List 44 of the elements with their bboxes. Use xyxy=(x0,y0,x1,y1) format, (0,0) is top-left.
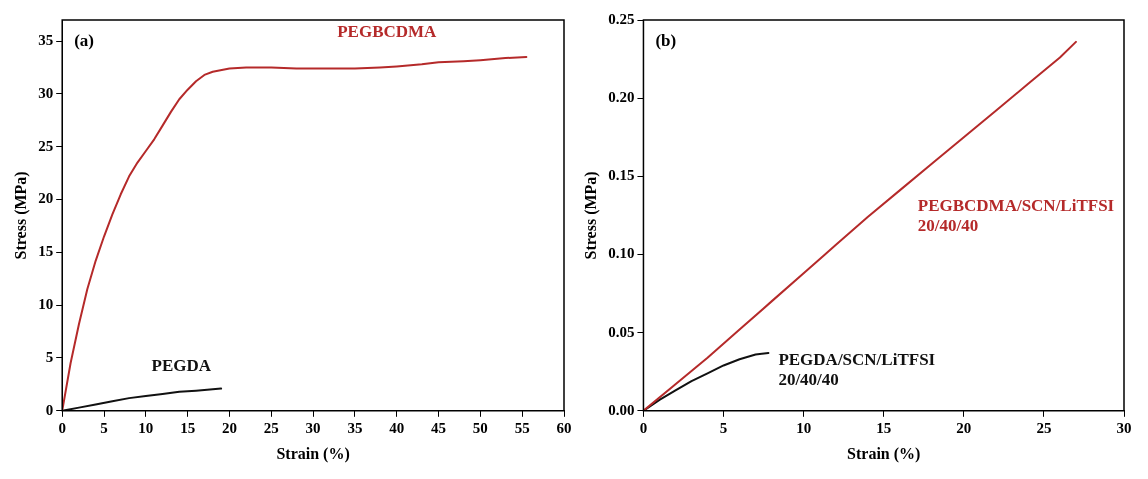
y-tick-label: 25 xyxy=(38,137,54,154)
y-tick-label: 0.00 xyxy=(608,401,635,418)
y-tick-label: 0.15 xyxy=(608,167,635,184)
y-tick-label: 0 xyxy=(45,401,54,418)
y-tick-label: 5 xyxy=(45,348,54,365)
series-label: PEGBCDMA xyxy=(337,22,438,42)
series-label: PEGBCDMA/SCN/LiTFSI 20/40/40 xyxy=(917,195,1115,235)
x-tick-label: 20 xyxy=(221,419,237,436)
x-tick-label: 25 xyxy=(1036,419,1052,436)
x-tick-label: 20 xyxy=(956,419,972,436)
y-axis-title: Stress (MPa) xyxy=(11,171,30,260)
y-tick-label: 0.25 xyxy=(608,10,635,27)
x-tick-label: 50 xyxy=(472,419,488,436)
x-tick-label: 35 xyxy=(347,419,363,436)
x-tick-label: 10 xyxy=(796,419,812,436)
x-tick-label: 30 xyxy=(1116,419,1132,436)
x-tick-label: 0 xyxy=(58,419,66,436)
x-tick-label: 55 xyxy=(514,419,530,436)
x-tick-label: 5 xyxy=(719,419,728,436)
x-tick-label: 60 xyxy=(556,419,572,436)
series-label: PEGDA xyxy=(151,356,212,376)
y-axis-title: Stress (MPa) xyxy=(581,171,600,260)
x-axis-title: Strain (%) xyxy=(276,444,350,463)
x-tick-label: 5 xyxy=(100,419,108,436)
annotation: (b) xyxy=(655,31,677,51)
x-axis-title: Strain (%) xyxy=(847,444,921,463)
y-tick-label: 20 xyxy=(38,190,54,207)
y-tick-label: 0.20 xyxy=(608,89,635,106)
series-label: PEGDA/SCN/LiTFSI 20/40/40 xyxy=(778,350,936,390)
x-tick-label: 25 xyxy=(263,419,279,436)
y-tick-label: 15 xyxy=(38,243,54,260)
x-tick-label: 15 xyxy=(180,419,196,436)
annotation: (a) xyxy=(74,31,95,51)
x-tick-label: 40 xyxy=(389,419,405,436)
x-tick-label: 10 xyxy=(138,419,154,436)
y-tick-label: 35 xyxy=(38,32,54,48)
x-tick-label: 0 xyxy=(639,419,648,436)
y-tick-label: 0.10 xyxy=(608,245,635,262)
x-tick-label: 45 xyxy=(431,419,447,436)
y-tick-label: 30 xyxy=(38,84,54,101)
x-tick-label: 30 xyxy=(305,419,321,436)
y-tick-label: 0.05 xyxy=(608,323,635,340)
x-tick-label: 15 xyxy=(876,419,892,436)
y-tick-label: 10 xyxy=(38,296,54,313)
